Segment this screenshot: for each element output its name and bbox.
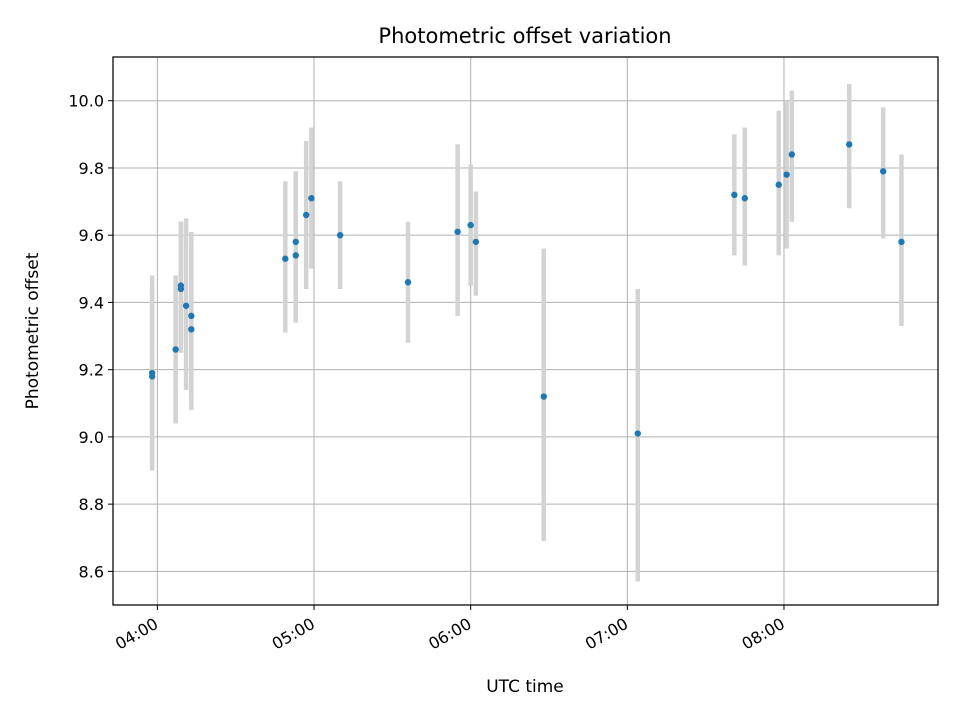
data-point [292,238,299,246]
data-point [177,285,185,293]
y-axis-label: Photometric offset [23,252,43,409]
data-point [336,231,344,239]
y-tick-label: 9.2 [79,361,104,380]
x-axis-label: UTC time [486,677,564,697]
data-point [540,393,547,400]
chart-title: Photometric offset variation [378,24,671,48]
data-points [148,141,905,437]
data-point [783,171,790,178]
y-tick-label: 10.0 [68,92,104,111]
y-tick-label: 9.4 [79,293,104,312]
data-point [846,141,853,148]
data-point [282,255,289,262]
y-tick-label: 9.6 [79,226,104,245]
data-point [188,312,195,320]
data-point [182,302,190,309]
plot-area [112,56,939,606]
data-point [302,211,310,219]
data-point [472,238,480,246]
grid [113,57,938,605]
data-point [292,252,299,259]
data-point [454,228,461,236]
y-tick-label: 8.6 [79,562,104,581]
y-axis: 8.6 8.8 9.0 9.2 9.4 9.6 9.8 10.0 [68,92,113,581]
data-point [308,195,315,202]
data-point [188,326,195,333]
y-tick-label: 9.8 [79,159,104,178]
data-point [879,168,887,175]
data-point [775,181,782,188]
y-tick-label: 8.8 [79,495,104,514]
data-point [172,346,179,353]
data-point [731,191,738,199]
data-point [148,373,156,380]
data-point [898,238,905,246]
data-point [741,195,749,202]
data-point [404,279,412,286]
y-tick-label: 9.0 [79,428,104,447]
data-point [788,151,795,158]
data-point [634,430,641,437]
data-point [467,221,474,229]
